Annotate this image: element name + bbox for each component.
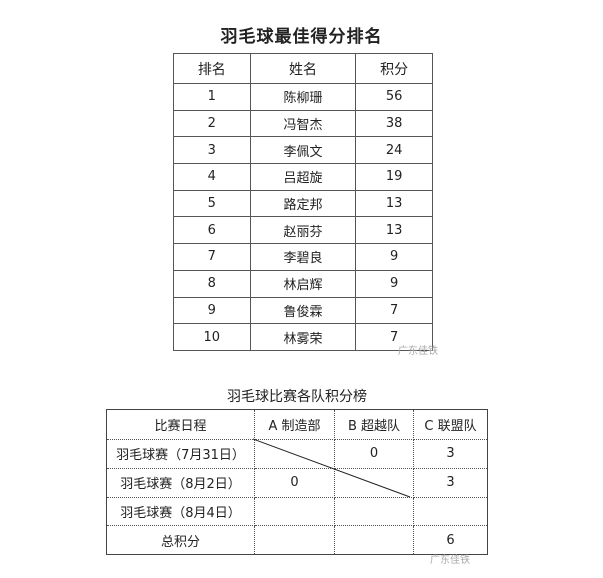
table-cell: 8 — [173, 269, 251, 298]
table-cell — [254, 525, 335, 556]
table-cell: 3 — [413, 467, 488, 498]
table-row: 9 鲁俊霖 7 — [173, 296, 433, 325]
table-cell: 陈柳珊 — [249, 83, 357, 111]
table-cell: 李碧良 — [249, 243, 357, 271]
table-row: 羽毛球赛（7月31日） 0 3 — [106, 439, 488, 469]
watermark-2: 广东佳铁 — [430, 555, 470, 566]
table-cell: 2 — [173, 109, 251, 138]
table-cell: 林启辉 — [249, 269, 357, 298]
table-cell: 7 — [173, 243, 251, 271]
column-header: C 联盟队 — [413, 409, 488, 440]
standings-table: 比赛日程 A 制造部 B 超越队 C 联盟队 羽毛球赛（7月31日） 0 3 羽毛球赛（8月2… — [106, 409, 488, 556]
table-cell: 赵丽芬 — [249, 216, 357, 245]
table-cell — [334, 467, 414, 498]
table-cell: 7 — [355, 323, 433, 351]
table-cell: 7 — [355, 296, 433, 325]
table-cell — [413, 496, 488, 527]
watermark: 广东佳铁 — [398, 346, 438, 357]
ranking-table: 排名 姓名 积分 1 陈柳珊 56 2 冯智杰 38 3 李佩文 24 4 吕超旋 19 5 路定邦 13 6 赵丽芬… — [173, 53, 433, 351]
table-row: 羽毛球赛（8月2日） 0 3 — [106, 467, 488, 498]
table-cell: 9 — [173, 296, 251, 325]
table-row: 2 冯智杰 38 — [173, 109, 433, 138]
column-header: 比赛日程 — [106, 409, 255, 440]
table-cell: 6 — [413, 525, 488, 556]
table-cell: 吕超旋 — [249, 163, 357, 191]
table-row: 8 林启辉 9 — [173, 269, 433, 298]
table-cell: 5 — [173, 189, 251, 218]
table-cell: 9 — [355, 243, 433, 271]
table-cell: 4 — [173, 163, 251, 191]
table-cell: 13 — [355, 189, 433, 218]
table-cell: 羽毛球赛（8月2日） — [106, 467, 255, 498]
table-cell — [254, 439, 335, 469]
table-cell: 9 — [355, 269, 433, 298]
table-cell: 1 — [173, 83, 251, 111]
column-header: B 超越队 — [334, 409, 414, 440]
table-row: 10 林雾荣 7 — [173, 323, 433, 351]
table-row: 3 李佩文 24 — [173, 136, 433, 165]
table-cell: 总积分 — [106, 525, 255, 556]
table-cell: 路定邦 — [249, 189, 357, 218]
table-cell — [334, 525, 414, 556]
column-header: 积分 — [355, 53, 433, 84]
table-cell: 56 — [355, 83, 433, 111]
ranking-title: 羽毛球最佳得分排名 — [220, 27, 383, 47]
table-cell: 3 — [413, 439, 488, 469]
table-row: 5 路定邦 13 — [173, 189, 433, 218]
table-cell — [254, 496, 335, 527]
table-row: 1 陈柳珊 56 — [173, 83, 433, 111]
table-cell: 6 — [173, 216, 251, 245]
table-cell: 0 — [334, 439, 414, 469]
table-cell — [334, 496, 414, 527]
header-row: 比赛日程 A 制造部 B 超越队 C 联盟队 — [106, 409, 488, 440]
table-cell: 38 — [355, 109, 433, 138]
table-cell: 3 — [173, 136, 251, 165]
table-cell: 羽毛球赛（7月31日） — [106, 439, 255, 469]
header-row: 排名 姓名 积分 — [173, 53, 433, 84]
table-cell: 李佩文 — [249, 136, 357, 165]
table-cell: 鲁俊霖 — [249, 296, 357, 325]
table-cell: 羽毛球赛（8月4日） — [106, 496, 255, 527]
table-row: 总积分 6 — [106, 525, 488, 556]
column-header: 排名 — [173, 53, 251, 84]
table-cell: 19 — [355, 163, 433, 191]
table-cell: 13 — [355, 216, 433, 245]
column-header: A 制造部 — [254, 409, 335, 440]
table-cell: 0 — [254, 467, 335, 498]
standings-title: 羽毛球比赛各队积分榜 — [227, 389, 367, 405]
table-cell: 10 — [173, 323, 251, 351]
table-cell: 冯智杰 — [249, 109, 357, 138]
table-cell: 林雾荣 — [249, 323, 357, 351]
table-row: 4 吕超旋 19 — [173, 163, 433, 191]
table-row: 6 赵丽芬 13 — [173, 216, 433, 245]
table-cell: 24 — [355, 136, 433, 165]
column-header: 姓名 — [249, 53, 357, 84]
table-row: 羽毛球赛（8月4日） — [106, 496, 488, 527]
table-row: 7 李碧良 9 — [173, 243, 433, 271]
